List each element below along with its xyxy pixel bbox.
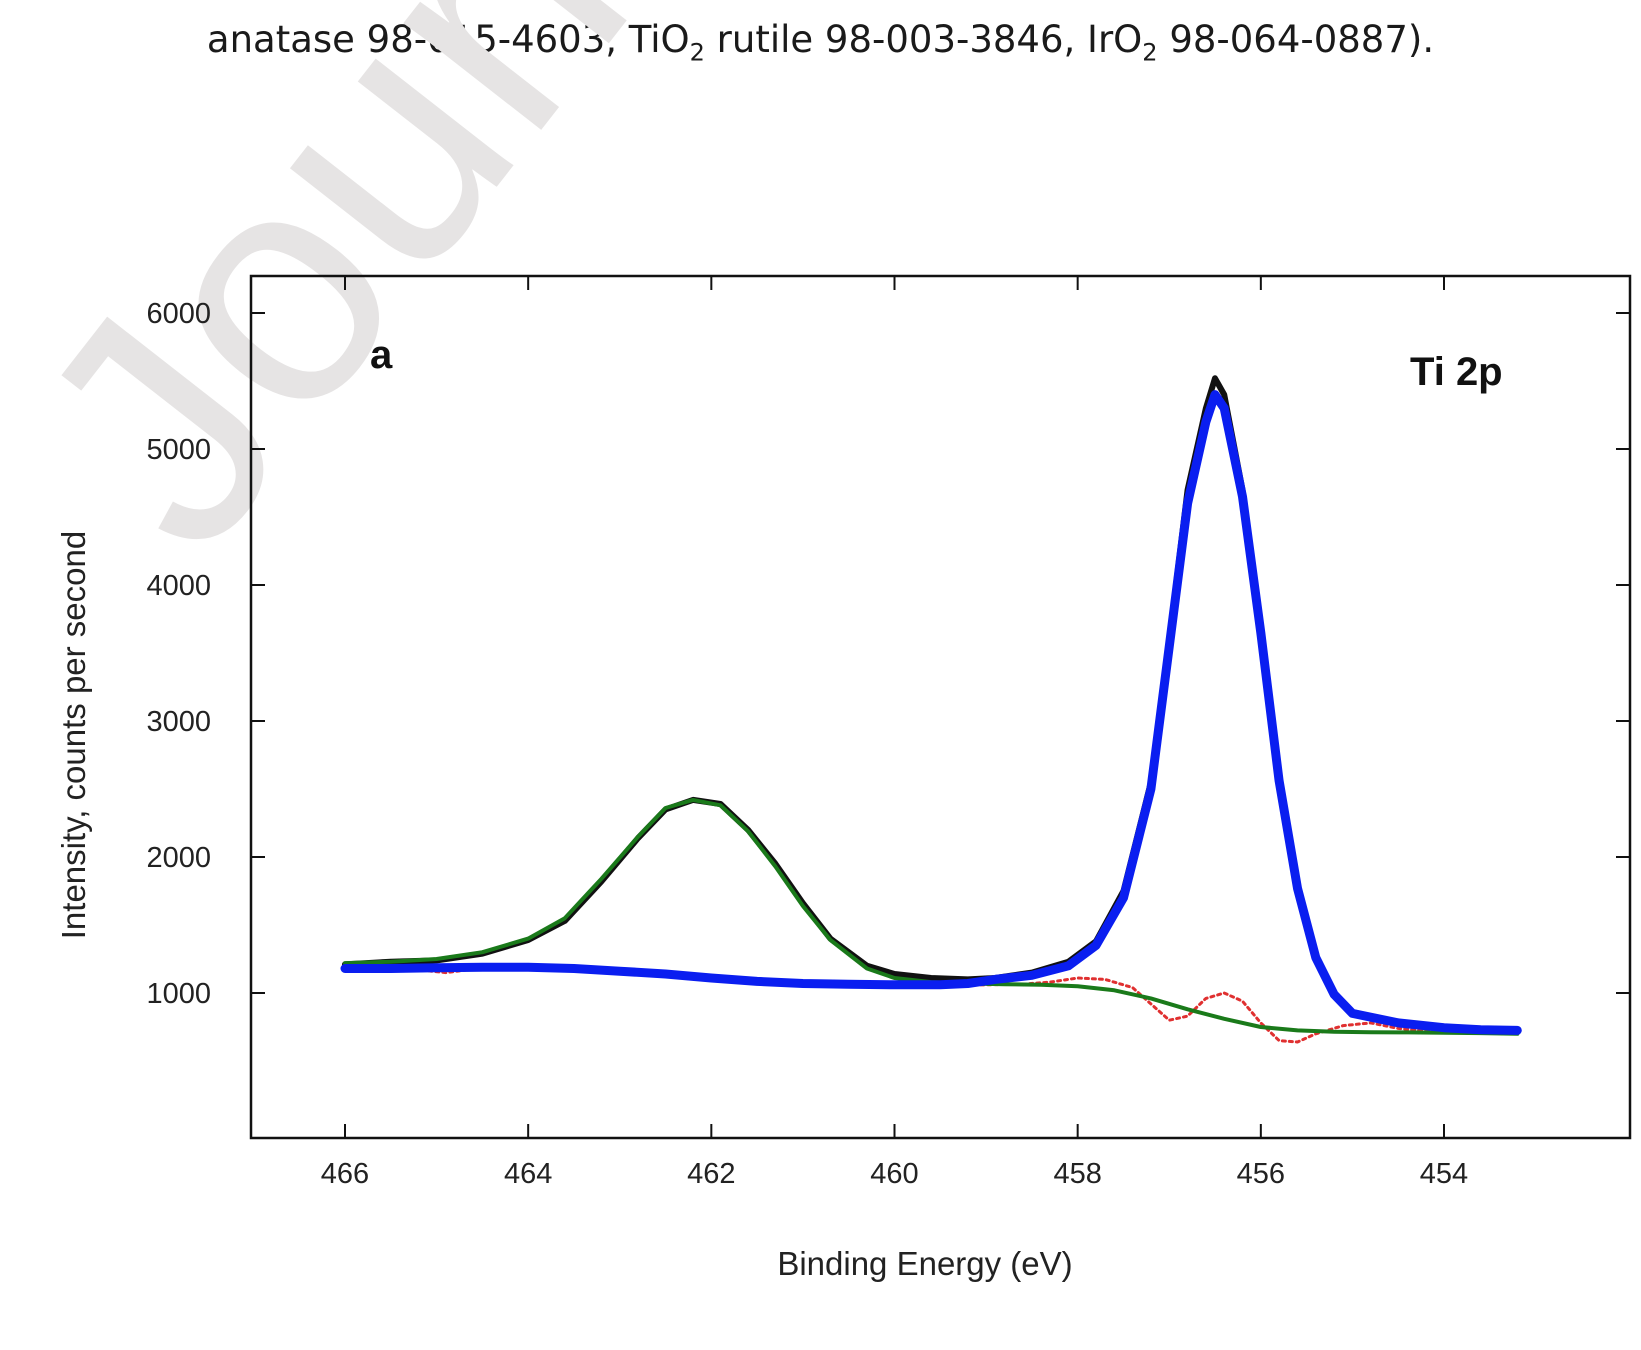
y-tick-label: 5000 bbox=[146, 434, 211, 466]
x-tick-label: 454 bbox=[1420, 1158, 1468, 1190]
y-axis-title: Intensity, counts per second bbox=[55, 531, 92, 939]
plot-frame bbox=[249, 274, 1632, 1140]
x-tick-label: 460 bbox=[870, 1158, 918, 1190]
x-tick-label: 466 bbox=[321, 1158, 369, 1190]
series-fit-blue-line bbox=[340, 390, 1522, 1035]
series-measured-line bbox=[342, 375, 1521, 1033]
x-tick-label: 458 bbox=[1053, 1158, 1101, 1190]
caption-text: anatase 98-015-4603, TiO2 rutile 98-003-… bbox=[206, 18, 1435, 67]
y-tick-label: 1000 bbox=[146, 978, 211, 1010]
x-axis-title: Binding Energy (eV) bbox=[777, 1245, 1072, 1282]
x-tick-label: 456 bbox=[1237, 1158, 1285, 1190]
y-tick-label: 2000 bbox=[146, 842, 211, 874]
y-tick-label: 3000 bbox=[146, 706, 211, 738]
series-fit-green-line bbox=[343, 797, 1520, 1036]
panel-label: a bbox=[370, 333, 393, 377]
x-axis: 466 464 462 460 458 456 454 bbox=[321, 276, 1468, 1190]
y-tick-label: 4000 bbox=[146, 570, 211, 602]
x-tick-label: 464 bbox=[504, 1158, 552, 1190]
region-label: Ti 2p bbox=[1410, 350, 1503, 394]
y-tick-label: 6000 bbox=[146, 298, 211, 330]
x-tick-label: 462 bbox=[687, 1158, 735, 1190]
y-axis: 1000 2000 3000 4000 5000 6000 bbox=[146, 298, 1630, 1010]
series-layer bbox=[340, 375, 1522, 1044]
